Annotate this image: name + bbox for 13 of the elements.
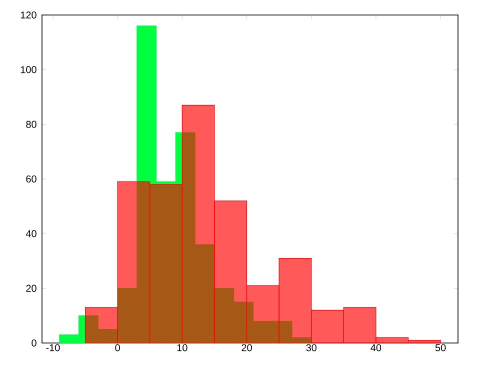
x-tick-label: -10 bbox=[46, 344, 60, 352]
y-tick-label: 40 bbox=[26, 230, 36, 238]
x-tick-label: 20 bbox=[242, 344, 252, 352]
y-tick-label: 60 bbox=[26, 175, 36, 183]
y-tick-label: 80 bbox=[26, 120, 36, 128]
y-tick-label: 100 bbox=[20, 66, 36, 74]
x-tick-label: 10 bbox=[177, 344, 188, 352]
x-tick-label: 30 bbox=[306, 344, 317, 352]
y-tick-label: 120 bbox=[20, 11, 36, 19]
x-tick-label: 50 bbox=[435, 344, 446, 352]
x-tick-label: 0 bbox=[115, 344, 120, 352]
x-tick-label: 40 bbox=[370, 344, 382, 352]
y-tick-label: 20 bbox=[26, 284, 36, 292]
